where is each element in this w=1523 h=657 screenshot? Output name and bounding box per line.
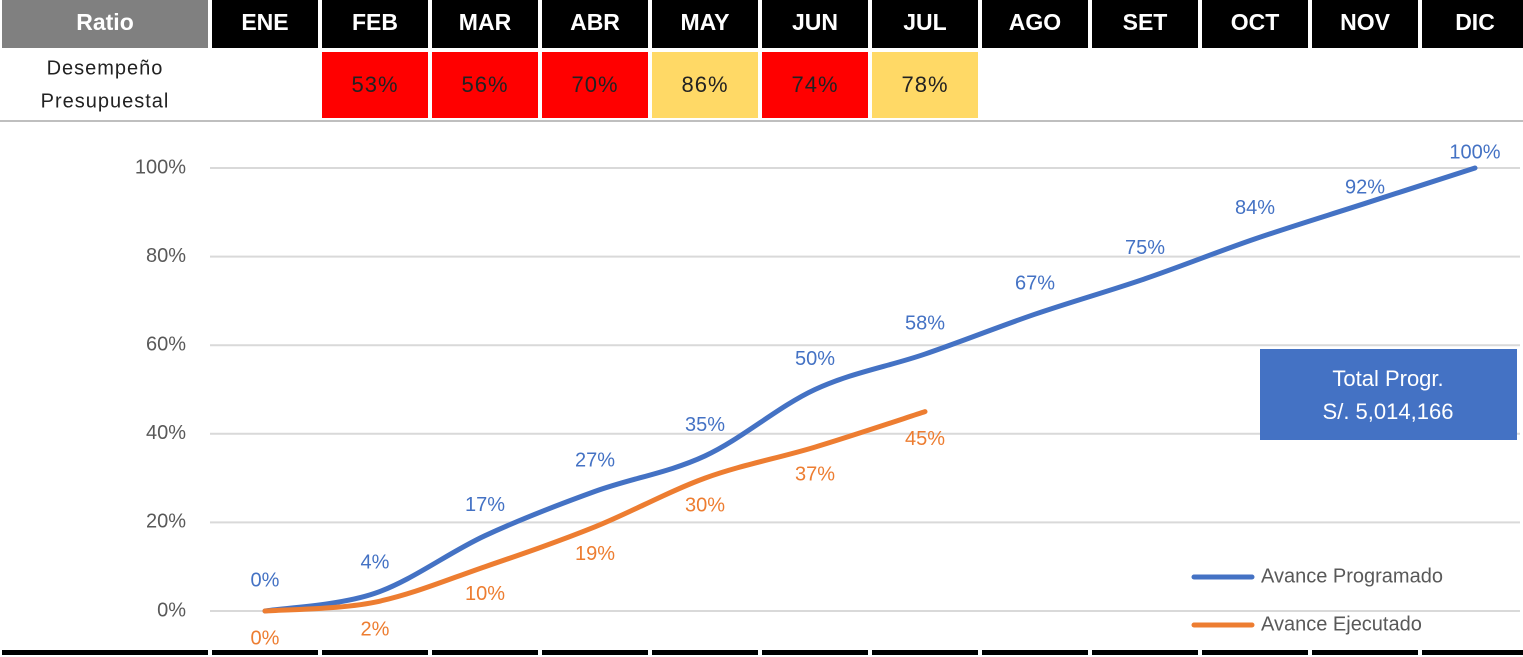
footer-bar [432, 650, 538, 655]
series-line [262, 165, 1478, 614]
header-cell [1422, 0, 1523, 48]
month-label: MAR [459, 9, 512, 35]
data-label: 67% [1015, 272, 1055, 294]
data-label: 50% [795, 348, 835, 370]
ratio-cell [542, 52, 648, 118]
header-cell [322, 0, 428, 48]
footer-bar [652, 650, 758, 655]
footer-bar [1422, 650, 1523, 655]
data-label: 58% [905, 312, 945, 334]
month-label: JUN [792, 9, 838, 35]
data-label: 4% [361, 552, 390, 574]
header-cell [1202, 0, 1308, 48]
legend-label: Avance Ejecutado [1261, 613, 1422, 635]
footer-bar [1092, 650, 1198, 655]
ratio-cell [322, 52, 428, 118]
data-label: 0% [251, 627, 280, 649]
data-label: 10% [465, 583, 505, 605]
header-cell [652, 0, 758, 48]
ratio-value: 56% [461, 72, 508, 97]
annotation-text: S/. 5,014,166 [1323, 399, 1454, 424]
y-tick-label: 80% [146, 245, 186, 267]
data-label: 75% [1125, 237, 1165, 259]
header-cell [432, 0, 538, 48]
data-label: 84% [1235, 197, 1275, 219]
header-cell [872, 0, 978, 48]
data-label: 30% [685, 494, 725, 516]
data-label: 19% [575, 543, 615, 565]
month-label: AGO [1009, 9, 1061, 35]
month-label: ABR [570, 9, 620, 35]
month-label: NOV [1340, 9, 1391, 35]
month-label: FEB [352, 9, 398, 35]
y-tick-label: 100% [135, 156, 186, 178]
ratio-value: 86% [681, 72, 728, 97]
header-cell [1092, 0, 1198, 48]
month-label: ENE [241, 9, 288, 35]
ratio-cell [652, 52, 758, 118]
footer-bar [212, 650, 318, 655]
ratio-cell [872, 52, 978, 118]
data-label: 27% [575, 450, 615, 472]
header-cell [542, 0, 648, 48]
data-label: 100% [1449, 141, 1500, 163]
data-label: 0% [251, 569, 280, 591]
month-label: MAY [681, 9, 730, 35]
data-label: 92% [1345, 177, 1385, 199]
header-text: Ratio [76, 9, 134, 35]
data-label: 17% [465, 494, 505, 516]
header-cell [762, 0, 868, 48]
footer-bar [1202, 650, 1308, 655]
data-label: 37% [795, 463, 835, 485]
footer-bar [762, 650, 868, 655]
y-tick-label: 20% [146, 511, 186, 533]
y-tick-label: 40% [146, 422, 186, 444]
month-label: JUL [903, 9, 946, 35]
footer-bar [982, 650, 1088, 655]
row-label: Presupuestal [41, 90, 170, 112]
header-cell [212, 0, 318, 48]
footer-bar [2, 650, 208, 655]
month-label: OCT [1231, 9, 1280, 35]
data-label: 2% [361, 618, 390, 640]
header-cell [1312, 0, 1418, 48]
ratio-value: 53% [351, 72, 398, 97]
header-cell [2, 0, 208, 48]
ratio-value: 74% [791, 72, 838, 97]
ratio-cell [432, 52, 538, 118]
ratio-cell [762, 52, 868, 118]
y-tick-label: 0% [157, 599, 186, 621]
legend-label: Avance Programado [1261, 565, 1443, 587]
annotation-box [1260, 349, 1517, 440]
month-label: SET [1123, 9, 1168, 35]
header-cell [982, 0, 1088, 48]
month-label: DIC [1455, 9, 1495, 35]
footer-bar [1312, 650, 1418, 655]
ratio-value: 78% [901, 72, 948, 97]
annotation-text: Total Progr. [1332, 366, 1443, 391]
data-label: 35% [685, 414, 725, 436]
series-line [262, 409, 928, 614]
data-label: 45% [905, 428, 945, 450]
footer-bar [322, 650, 428, 655]
y-tick-label: 60% [146, 333, 186, 355]
ratio-value: 70% [571, 72, 618, 97]
footer-bar [872, 650, 978, 655]
footer-bar [542, 650, 648, 655]
row-label: Desempeño [47, 57, 164, 79]
